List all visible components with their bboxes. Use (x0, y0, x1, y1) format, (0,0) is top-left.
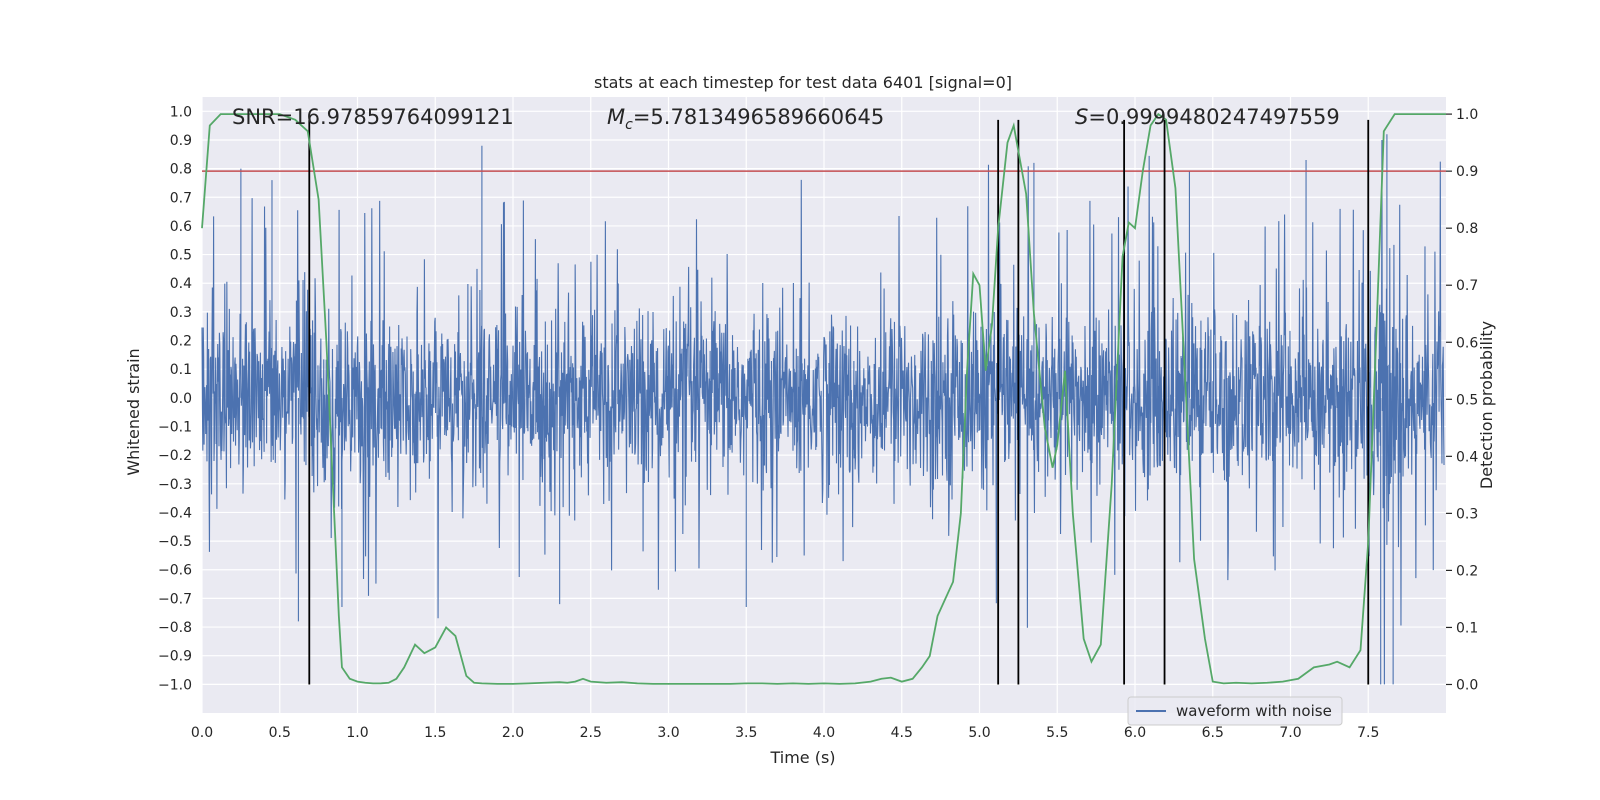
y-left-tick-label: −0.8 (158, 620, 192, 636)
x-tick-label: 3.0 (657, 725, 679, 741)
y-left-tick-label: 0.7 (170, 190, 192, 206)
x-tick-label: 2.0 (502, 725, 524, 741)
snr-annotation: SNR=16.97859764099121 (232, 105, 514, 129)
y-right-tick-label: 1.0 (1456, 107, 1478, 123)
y-left-tick-label: −0.9 (158, 649, 192, 665)
y-right-tick-label: 0.7 (1456, 278, 1478, 294)
y-left-tick-label: −0.6 (158, 563, 192, 579)
y-left-tick-label: 0.3 (170, 305, 192, 321)
y-left-tick-label: −0.5 (158, 534, 192, 550)
y-right-tick-label: 0.8 (1456, 221, 1478, 237)
y-axis-label-left: Whitened strain (124, 348, 143, 475)
x-tick-label: 6.0 (1124, 725, 1146, 741)
x-axis-label: Time (s) (769, 748, 835, 767)
y-left-tick-label: −1.0 (158, 677, 192, 693)
chirp-mass-annotation: Mc=5.7813496589660645 (607, 105, 884, 133)
y-left-tick-label: 0.8 (170, 162, 192, 178)
y-left-tick-label: −0.2 (158, 448, 192, 464)
x-tick-label: 1.5 (424, 725, 446, 741)
x-tick-label: 0.0 (191, 725, 213, 741)
y-left-tick-label: −0.3 (158, 477, 192, 493)
y-right-tick-label: 0.6 (1456, 335, 1478, 351)
legend: waveform with noise (1127, 696, 1343, 726)
s-annotation: S=0.9999480247497559 (1075, 105, 1340, 129)
overlays (201, 112, 1446, 685)
y-left-tick-label: 0.6 (170, 219, 192, 235)
chart-title: stats at each timestep for test data 640… (594, 73, 1012, 92)
y-left-tick-label: −0.1 (158, 419, 192, 435)
y-left-tick-label: 0.5 (170, 248, 192, 264)
x-tick-label: 6.5 (1202, 725, 1224, 741)
y-left-tick-label: −0.4 (158, 505, 192, 521)
y-left-tick-label: 1.0 (170, 104, 192, 120)
x-tick-label: 5.5 (1046, 725, 1068, 741)
waveform-series (201, 134, 1445, 685)
x-tick-label: 3.5 (735, 725, 757, 741)
y-right-tick-label: 0.0 (1456, 677, 1478, 693)
y-right-tick-label: 0.2 (1456, 563, 1478, 579)
legend-label: waveform with noise (1176, 702, 1332, 720)
waveform-line (201, 134, 1445, 685)
y-right-tick-label: 0.5 (1456, 392, 1478, 408)
x-tick-label: 1.0 (346, 725, 368, 741)
y-right-tick-label: 0.3 (1456, 506, 1478, 522)
x-tick-label: 4.0 (813, 725, 835, 741)
y-left-tick-label: 0.9 (170, 133, 192, 149)
y-left-tick-label: 0.1 (170, 362, 192, 378)
y-left-tick-label: −0.7 (158, 591, 192, 607)
detection-probability-line (201, 112, 1446, 685)
y-left-tick-label: 0.0 (170, 391, 192, 407)
y-right-tick-label: 0.4 (1456, 449, 1478, 465)
y-left-tick-label: 0.2 (170, 334, 192, 350)
x-tick-label: 7.0 (1279, 725, 1301, 741)
y-right-tick-label: 0.1 (1456, 620, 1478, 636)
y-right-tick-label: 0.9 (1456, 164, 1478, 180)
x-tick-label: 2.5 (580, 725, 602, 741)
legend-box (1127, 696, 1343, 726)
y-axis-label-right: Detection probability (1477, 321, 1496, 489)
x-tick-label: 0.5 (269, 725, 291, 741)
x-tick-label: 4.5 (891, 725, 913, 741)
x-tick-label: 5.0 (968, 725, 990, 741)
x-tick-label: 7.5 (1357, 725, 1379, 741)
y-left-tick-label: 0.4 (170, 276, 192, 292)
tick-labels: 0.0 0.5 1.0 1.5 2.0 2.5 3.0 3.5 4.0 4.5 5.0 5.5 6.0 6… (158, 104, 1478, 741)
